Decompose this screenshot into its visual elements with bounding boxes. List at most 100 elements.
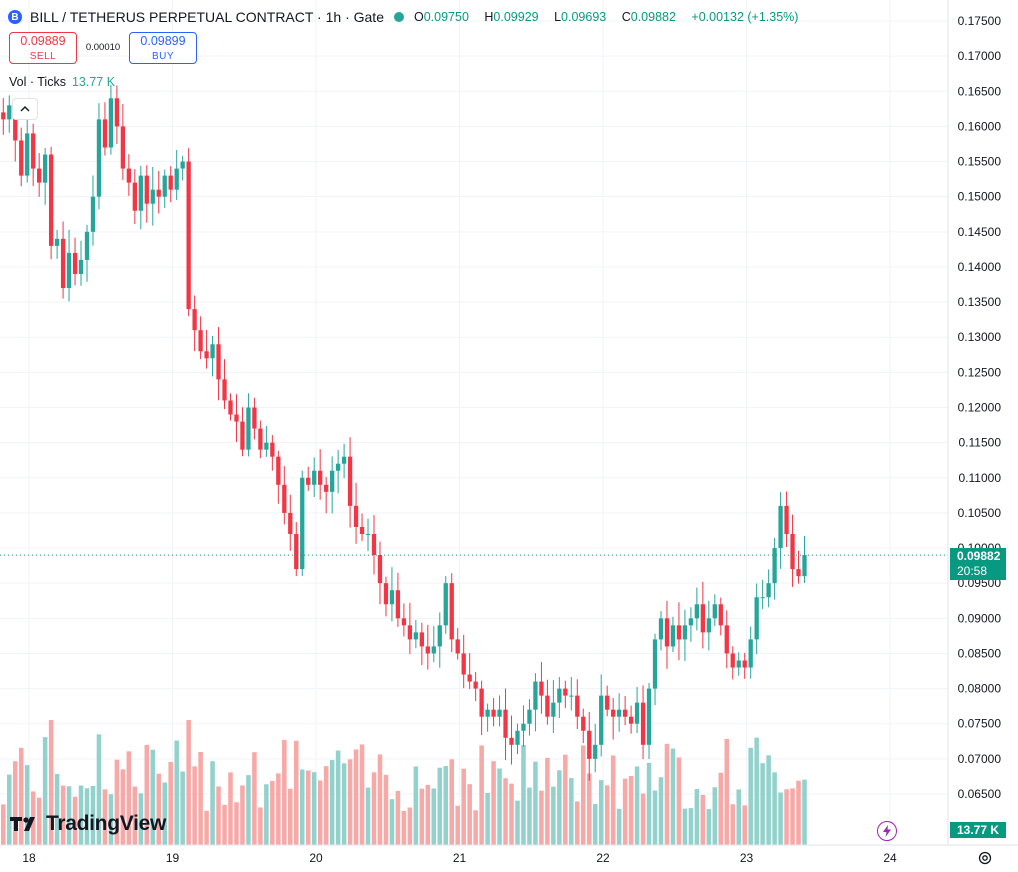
volume-bar <box>353 749 359 845</box>
volume-bar <box>359 744 365 845</box>
candle-body <box>198 330 203 352</box>
candle-body <box>90 196 96 232</box>
volume-bar <box>778 792 783 845</box>
volume-bar <box>527 787 532 845</box>
candle-body <box>581 716 586 731</box>
volume-bar <box>796 780 801 845</box>
volume-bar <box>48 720 54 845</box>
candle-body <box>395 590 401 619</box>
ohlc-values: O0.09750 H0.09929 L0.09693 C0.09882 +0.0… <box>413 10 799 24</box>
symbol-title[interactable]: BILL / TETHERUS PERPETUAL CONTRACT · 1h … <box>30 9 384 25</box>
volume-bar <box>604 785 610 845</box>
candle-body <box>461 653 466 675</box>
candle-body <box>664 618 670 647</box>
volume-bar <box>288 788 293 845</box>
volume-bar <box>198 751 203 845</box>
last-volume-label: 13.77 K <box>950 822 1006 838</box>
candle-body <box>742 660 747 668</box>
time-axis[interactable]: 18 19 20 21 22 23 24 <box>22 851 897 865</box>
candle-body <box>389 590 395 605</box>
volume-bar <box>132 786 138 845</box>
volume-bar <box>628 775 634 845</box>
volume-bar <box>652 790 658 845</box>
volume-bar <box>461 768 466 845</box>
candle-body <box>455 639 460 654</box>
candle-body <box>108 98 114 148</box>
volume-bar <box>174 740 179 845</box>
volume-bar <box>276 773 281 845</box>
price-tick-label: 0.16000 <box>958 119 1002 133</box>
candle-body <box>246 407 251 450</box>
volume-bar <box>144 744 150 845</box>
volume-bar <box>616 808 622 845</box>
candle-body <box>599 695 604 745</box>
ohlc-open: 0.09750 <box>423 10 469 24</box>
candle-body <box>138 175 143 211</box>
candle-body <box>276 456 281 485</box>
volume-legend[interactable]: Vol · Ticks 13.77 K <box>9 75 115 89</box>
gear-icon[interactable] <box>977 850 993 866</box>
candle-body <box>120 126 126 169</box>
candle-body <box>144 175 149 204</box>
volume-legend-value: 13.77 K <box>71 75 116 89</box>
buy-button[interactable]: 0.09899 BUY <box>129 32 197 64</box>
volume-bar <box>36 797 42 845</box>
candle-body <box>575 695 580 717</box>
candle-body <box>718 604 723 626</box>
candle-body <box>694 604 700 619</box>
candle-body <box>437 625 442 647</box>
volume-bar <box>210 761 215 845</box>
candle-body <box>802 555 807 577</box>
price-tick-label: 0.15000 <box>958 190 1002 204</box>
volume-bar <box>760 763 765 845</box>
volume-bar <box>688 808 694 845</box>
collapse-legend-button[interactable] <box>12 98 38 120</box>
volume-bar <box>575 801 580 845</box>
volume-bar <box>545 757 550 845</box>
volume-bar <box>503 778 508 845</box>
price-axis[interactable]: 0.17500 0.17000 0.16500 0.16000 0.15500 0.150… <box>958 14 1002 801</box>
ohlc-close: 0.09882 <box>630 10 676 24</box>
volume-bar <box>96 734 102 845</box>
candle-body <box>318 470 323 485</box>
candle-body <box>724 625 729 654</box>
volume-bar <box>419 788 425 845</box>
candle-body <box>282 484 287 513</box>
chart-grid <box>0 0 948 845</box>
volume-bar <box>557 770 562 845</box>
volume-bar <box>389 799 395 845</box>
sell-button[interactable]: 0.09889 SELL <box>9 32 77 64</box>
volume-bar <box>802 779 807 845</box>
candle-body <box>688 618 694 626</box>
volume-bar <box>150 749 156 845</box>
candle-body <box>264 442 269 450</box>
candle-body <box>545 695 550 717</box>
candle-body <box>443 583 448 626</box>
volume-bar <box>84 788 90 845</box>
volume-bar <box>742 805 747 845</box>
volume-bar <box>766 755 771 845</box>
volume-bar <box>586 773 592 845</box>
candle-body <box>479 688 484 717</box>
volume-bar <box>539 790 544 845</box>
candle-body <box>622 709 628 717</box>
volume-bar <box>640 793 646 845</box>
volume-bar <box>784 789 789 845</box>
volume-bar <box>204 810 209 845</box>
volume-bar <box>192 766 197 845</box>
price-tick-label: 0.15500 <box>958 155 1002 169</box>
candle-body <box>509 737 514 745</box>
candle-body <box>25 133 30 176</box>
candle-body <box>616 709 622 717</box>
volume-bar <box>282 739 287 845</box>
candle-body <box>748 639 753 668</box>
volume-bar <box>162 782 167 845</box>
tradingview-logo[interactable]: TradingView <box>10 812 166 836</box>
candle-body <box>371 533 377 556</box>
volume-bar <box>42 737 48 845</box>
bolt-icon[interactable] <box>877 821 897 841</box>
volume-bar <box>216 786 221 845</box>
candle-body <box>473 681 478 689</box>
candle-body <box>186 161 191 310</box>
